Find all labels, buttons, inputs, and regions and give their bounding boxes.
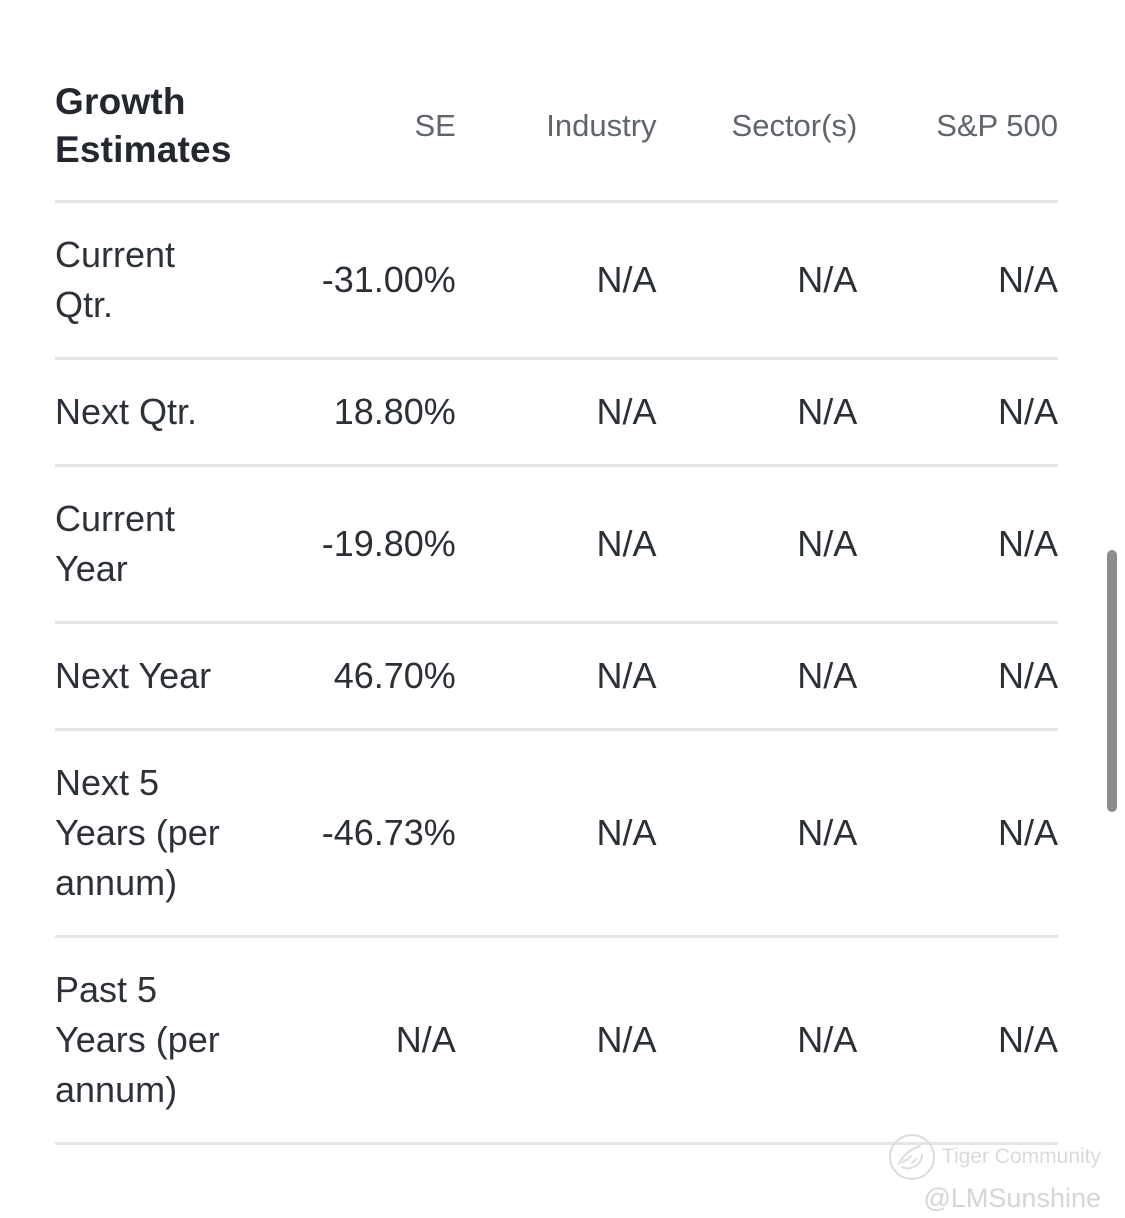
watermark-top: Tiger Community — [888, 1133, 1101, 1181]
column-header-industry: Industry — [546, 108, 657, 143]
cell-sp500: N/A — [998, 523, 1059, 564]
page-title: Growth Estimates — [55, 81, 232, 170]
watermark-brand-label: Tiger Community — [941, 1145, 1101, 1168]
watermark: Tiger Community @LMSunshine — [888, 1133, 1101, 1213]
cell-industry: N/A — [596, 812, 657, 853]
cell-sp500: N/A — [998, 259, 1059, 300]
cell-sectors: N/A — [797, 655, 858, 696]
table-body: Current Qtr. -31.00% N/A N/A N/A Next Qt… — [55, 200, 1058, 1145]
column-header-sp500: S&P 500 — [936, 108, 1059, 143]
table-row-current-year: Current Year -19.80% N/A N/A N/A — [55, 464, 1058, 621]
row-label: Next Qtr. — [55, 391, 198, 432]
column-header-sectors: Sector(s) — [731, 108, 858, 143]
table-row-next-5-years: Next 5 Years (per annum) -46.73% N/A N/A… — [55, 728, 1058, 935]
cell-se: 46.70% — [333, 655, 456, 696]
cell-sectors: N/A — [797, 1019, 858, 1060]
table-row-current-qtr: Current Qtr. -31.00% N/A N/A N/A — [55, 200, 1058, 357]
cell-industry: N/A — [596, 391, 657, 432]
row-label: Next Year — [55, 655, 212, 696]
cell-se: -31.00% — [321, 259, 456, 300]
cell-sp500: N/A — [998, 1019, 1059, 1060]
table-row-past-5-years: Past 5 Years (per annum) N/A N/A N/A N/A — [55, 935, 1058, 1142]
watermark-handle-label: @LMSunshine — [923, 1183, 1101, 1213]
cell-sectors: N/A — [797, 523, 858, 564]
cell-sectors: N/A — [797, 391, 858, 432]
cell-se: N/A — [395, 1019, 456, 1060]
cell-se: -19.80% — [321, 523, 456, 564]
cell-industry: N/A — [596, 523, 657, 564]
cell-industry: N/A — [596, 655, 657, 696]
cell-se: -46.73% — [321, 812, 456, 853]
cell-sp500: N/A — [998, 655, 1059, 696]
column-header-se: SE — [414, 108, 456, 143]
row-label: Current Qtr. — [55, 234, 176, 325]
tiger-circle-icon — [888, 1134, 935, 1180]
cell-industry: N/A — [596, 1019, 657, 1060]
cell-sectors: N/A — [797, 812, 858, 853]
table-row-next-qtr: Next Qtr. 18.80% N/A N/A N/A — [55, 357, 1058, 464]
cell-se: 18.80% — [333, 391, 456, 432]
row-label: Past 5 Years (per annum) — [55, 969, 220, 1110]
cell-industry: N/A — [596, 259, 657, 300]
scrollbar-thumb[interactable] — [1107, 550, 1117, 812]
cell-sp500: N/A — [998, 391, 1059, 432]
cell-sp500: N/A — [998, 812, 1059, 853]
cell-sectors: N/A — [797, 259, 858, 300]
row-label: Current Year — [55, 498, 176, 589]
table-header-row: Growth Estimates SE Industry Sector(s) S… — [55, 78, 1058, 200]
row-label: Next 5 Years (per annum) — [55, 762, 220, 903]
growth-estimates-table: Growth Estimates SE Industry Sector(s) S… — [55, 78, 1058, 1145]
table-row-next-year: Next Year 46.70% N/A N/A N/A — [55, 621, 1058, 728]
